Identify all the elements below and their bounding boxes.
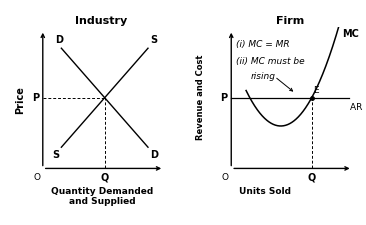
Text: P: P [32, 93, 39, 103]
Text: O: O [222, 173, 229, 182]
Text: (i) MC = MR: (i) MC = MR [236, 40, 290, 49]
Text: Quantity Demanded
and Supplied: Quantity Demanded and Supplied [51, 187, 153, 206]
Text: D: D [150, 150, 158, 160]
Text: Price: Price [15, 87, 26, 115]
Text: Q: Q [307, 173, 316, 183]
Text: Units Sold: Units Sold [239, 187, 291, 196]
Text: Revenue and Cost: Revenue and Cost [196, 55, 205, 140]
Text: MC: MC [342, 29, 359, 39]
Text: E: E [314, 86, 319, 95]
Text: (ii) MC must be: (ii) MC must be [236, 57, 305, 66]
Text: AR = MR: AR = MR [350, 103, 366, 112]
Text: Q: Q [101, 173, 109, 183]
Title: Industry: Industry [75, 16, 128, 26]
Text: D: D [55, 35, 63, 45]
Title: Firm: Firm [276, 16, 304, 26]
Text: O: O [33, 173, 40, 182]
Text: rising: rising [251, 72, 276, 81]
Text: S: S [150, 35, 158, 45]
Text: P: P [220, 93, 228, 103]
Text: S: S [52, 150, 59, 160]
